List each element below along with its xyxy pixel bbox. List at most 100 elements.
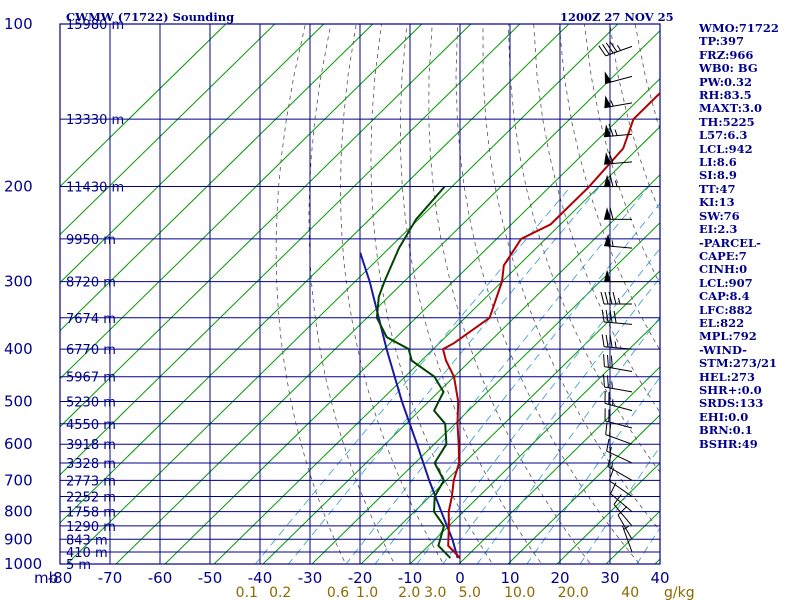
height-label: 843 m <box>66 533 108 548</box>
temperature-line <box>441 91 660 559</box>
wind-barb-halfflag <box>618 297 621 305</box>
wind-barb <box>604 71 633 85</box>
height-label: 5230 m <box>66 395 116 410</box>
index-item: KI:13 <box>699 195 735 210</box>
mixing-ratio-label: 10.0 <box>504 585 535 600</box>
temperature-tick-label: 0 <box>455 569 465 587</box>
pressure-tick-label: 500 <box>4 392 33 410</box>
isotherm-line <box>507 414 660 564</box>
temperature-tick-label: -40 <box>248 569 273 587</box>
indices-panel: WMO:71722 TP:397 FRZ:966 WB0: BG PW:0.32 RH:8… <box>699 21 799 451</box>
wind-barb <box>601 309 633 325</box>
wind-barb <box>603 374 633 393</box>
temperature-tick-label: 10 <box>500 569 519 587</box>
wind-barb-flag <box>605 422 608 435</box>
wind-barb-staff <box>617 514 633 540</box>
wind-barb-staff <box>613 504 633 527</box>
mixing-ratio-label: 5.0 <box>459 585 481 600</box>
height-label: 11430 m <box>66 181 124 196</box>
wind-barb <box>604 234 633 249</box>
mixing-ratio-line <box>579 446 660 564</box>
height-label: 2252 m <box>66 491 116 506</box>
wind-barb-halfflag <box>616 45 622 51</box>
index-item: EHI:0.0 <box>699 409 749 424</box>
index-item: BSHR:49 <box>699 436 758 451</box>
wind-barb-halfflag <box>614 129 618 136</box>
wind-barb <box>605 422 633 445</box>
wind-barb-halfflag <box>623 525 630 530</box>
wind-barb-staff <box>604 420 633 429</box>
wind-barb <box>608 468 633 497</box>
wind-barb-flag <box>604 291 609 305</box>
isotherm-line <box>213 126 660 564</box>
wind-barb-staff <box>621 525 633 553</box>
index-item: SRDS:133 <box>699 396 764 411</box>
index-item: TT:47 <box>699 181 736 196</box>
wind-barb-flag <box>608 468 614 481</box>
index-item: -PARCEL- <box>699 235 761 250</box>
height-label: 7674 m <box>66 312 116 327</box>
wind-barb-flag <box>601 334 605 347</box>
mixing-ratio-label: 20.0 <box>558 585 589 600</box>
background-lines <box>60 24 660 564</box>
wind-barb-staff <box>606 450 633 464</box>
isotherm-line <box>409 318 660 564</box>
mixing-ratio-line <box>636 527 660 564</box>
wind-barb-staff <box>604 366 633 372</box>
wind-barb-flag <box>613 494 622 505</box>
dry-adiabat-line <box>275 24 347 564</box>
sounding-traces <box>359 91 660 559</box>
index-item: WB0: BG <box>699 61 758 76</box>
index-item: RH:83.5 <box>699 88 752 103</box>
wind-barb-flag <box>608 124 614 137</box>
temperature-tick-label: -80 <box>48 569 73 587</box>
wind-barb <box>604 151 633 165</box>
wind-barb-flag <box>605 334 609 348</box>
index-item: EI:2.3 <box>699 222 738 237</box>
wind-barb <box>607 454 633 481</box>
temperature-tick-label: -30 <box>298 569 323 587</box>
wind-barb <box>617 506 633 540</box>
height-label: 8720 m <box>66 276 116 291</box>
height-label: 2773 m <box>66 474 116 489</box>
wind-barb-staff <box>604 321 633 325</box>
wind-barb <box>606 438 633 464</box>
wind-barb-halfflag <box>610 462 614 469</box>
wind-barb-halfflag <box>615 180 618 187</box>
mixing-ratio-line <box>345 186 650 564</box>
isotherm-line <box>458 366 660 564</box>
mixing-ratio-label: 1.0 <box>356 585 378 600</box>
index-item: LFC:882 <box>699 302 753 317</box>
wind-barb-pennant <box>604 71 612 84</box>
wind-barb-flag <box>607 354 609 368</box>
wind-barb-pennant <box>604 207 611 220</box>
wind-barb-staff <box>608 480 633 497</box>
height-label: 3918 m <box>66 438 116 453</box>
index-item: -WIND- <box>699 342 747 357</box>
wind-barb-pennant <box>604 152 612 165</box>
pressure-tick-label: 200 <box>4 178 33 196</box>
wind-barb-flag <box>609 335 613 348</box>
chart-datetime: 1200Z 27 NOV 25 <box>560 10 674 24</box>
wind-barb-flag <box>609 310 613 323</box>
isotherm-line <box>262 174 660 564</box>
wind-barb-staff <box>605 434 633 445</box>
isotherm-line <box>60 24 325 284</box>
mixing-ratio-label: 2.0 <box>398 585 420 600</box>
height-label: 4550 m <box>66 418 116 433</box>
pressure-tick-label: 1000 <box>4 555 42 573</box>
wind-barb-pennant <box>604 269 611 282</box>
wind-barb-flag <box>607 375 609 388</box>
pressure-tick-label: 400 <box>4 340 33 358</box>
height-label: 9950 m <box>66 233 116 248</box>
wind-barb-flag <box>609 207 614 220</box>
wind-barb-flag <box>601 309 605 323</box>
temperature-tick-label: -10 <box>398 569 423 587</box>
wind-barb <box>621 525 633 553</box>
temperature-tick-label: 40 <box>650 569 669 587</box>
height-label: 5967 m <box>66 371 116 386</box>
wind-barb <box>598 41 633 57</box>
wind-barb-flag <box>613 310 617 324</box>
index-item: SW:76 <box>699 208 740 223</box>
